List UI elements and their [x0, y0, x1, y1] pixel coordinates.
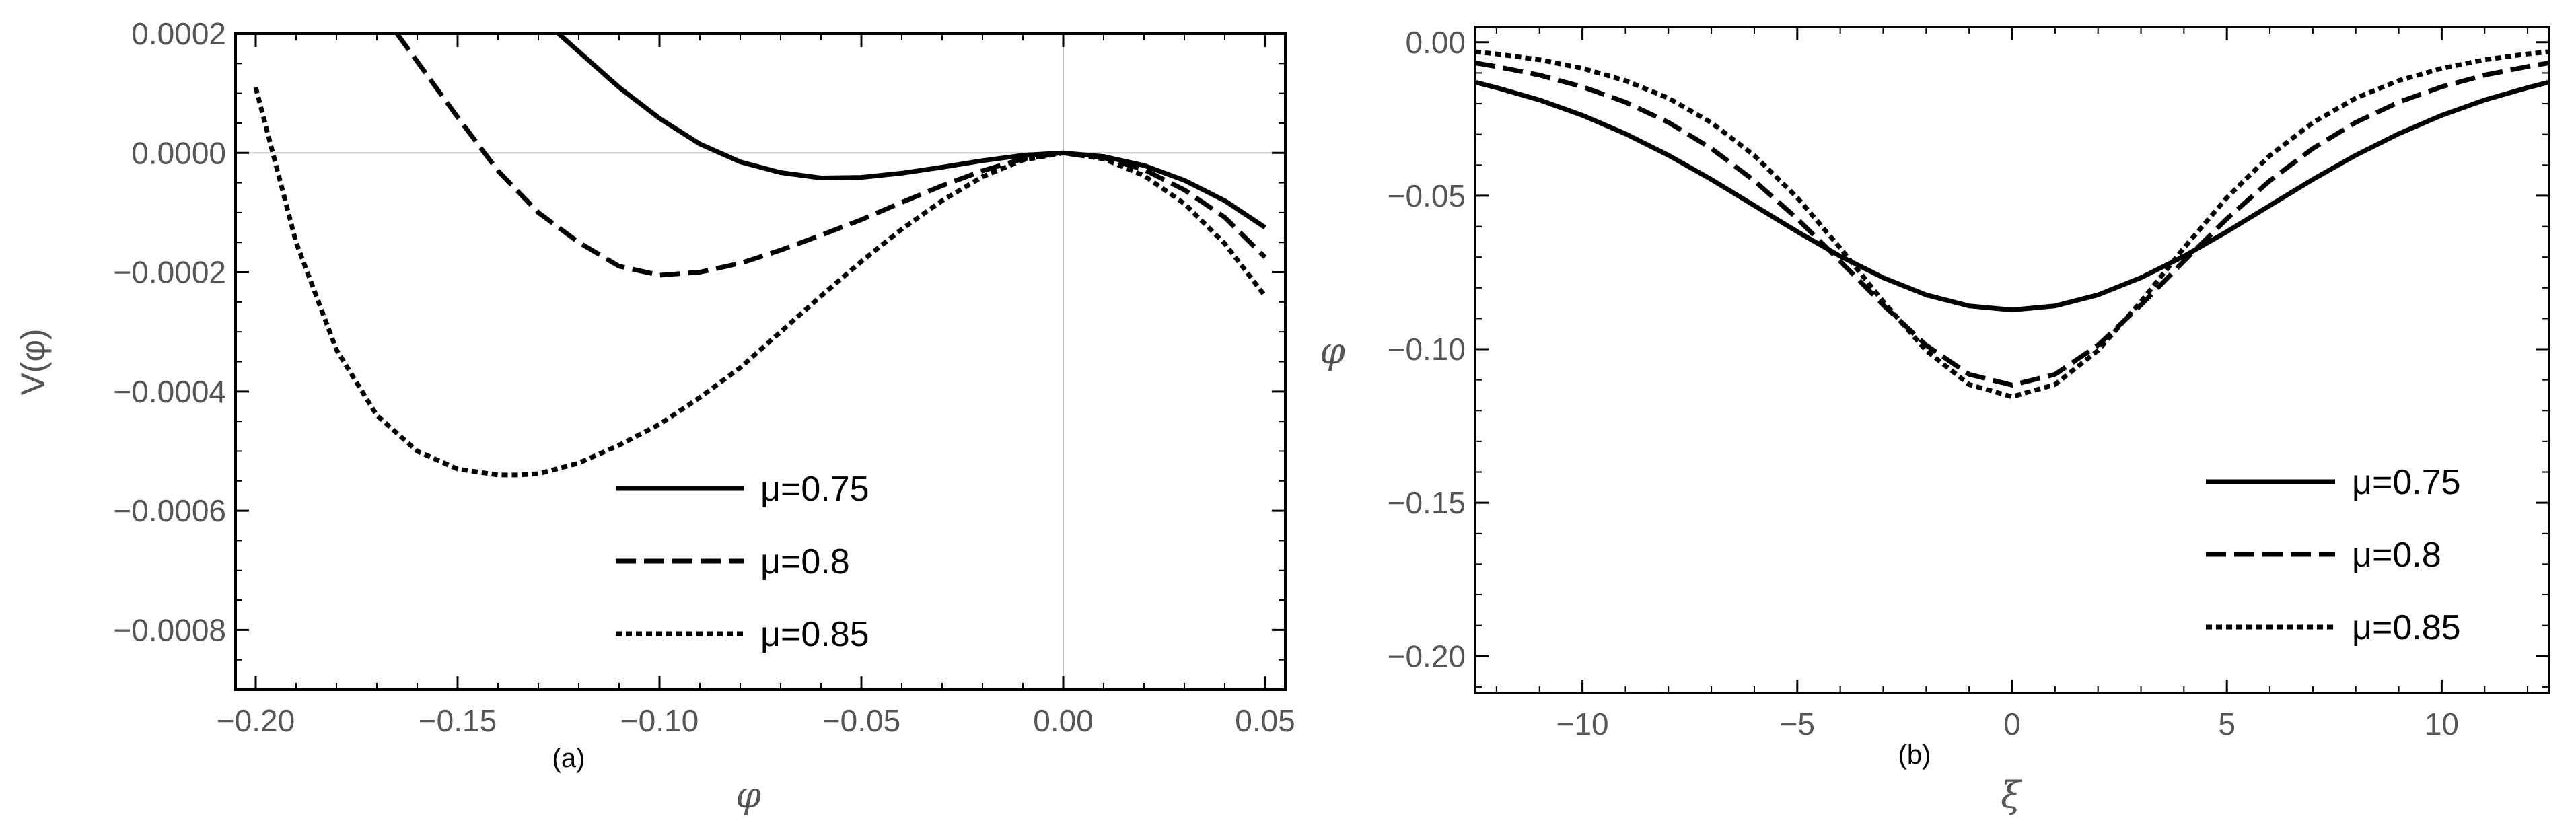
y-tick-label: −0.10 — [1388, 332, 1466, 367]
series-line-dashed — [1475, 60, 2549, 388]
y-tick-label: 0.00 — [1405, 25, 1466, 60]
y-tick-label: 0.0000 — [131, 135, 226, 170]
y-tick-label: −0.20 — [1388, 639, 1466, 674]
legend-entry: μ=0.85 — [760, 615, 869, 654]
y-tick-label: −0.15 — [1388, 485, 1466, 520]
x-tick-label: 0.00 — [1033, 703, 1094, 738]
series-line-solid — [557, 34, 1266, 230]
x-tick-label: −10 — [1557, 706, 1609, 741]
y-tick-label: −0.0002 — [113, 255, 226, 290]
x-tick-label: 5 — [2218, 706, 2235, 741]
panel-0-frame — [234, 32, 1287, 691]
legend-entry: μ=0.75 — [760, 470, 869, 509]
x-tick-label: −0.20 — [217, 703, 295, 738]
series-line-solid — [1475, 79, 2549, 313]
x-axis-title: φ — [736, 774, 761, 816]
legend-entry: μ=0.75 — [2352, 463, 2461, 502]
x-tick-label: 0 — [2003, 706, 2021, 741]
panel-label: (a) — [552, 743, 585, 773]
y-tick-label: −0.0006 — [113, 493, 226, 528]
legend-entry: μ=0.8 — [2352, 536, 2441, 575]
panel-1-series-group — [1475, 49, 2549, 400]
x-tick-label: −0.05 — [822, 703, 900, 738]
panel-1-frame — [1474, 26, 2550, 694]
x-axis-title: ξ — [2001, 774, 2022, 816]
series-line-dotted — [253, 86, 1267, 478]
panel-label: (b) — [1898, 740, 1931, 770]
y-tick-label: −0.05 — [1388, 178, 1466, 213]
y-tick-label: 0.0002 — [131, 16, 226, 51]
x-tick-label: −0.15 — [419, 703, 497, 738]
series-line-dashed — [395, 34, 1267, 278]
panel-0-series-group — [253, 34, 1267, 478]
x-tick-label: −0.10 — [620, 703, 699, 738]
x-tick-label: 10 — [2425, 706, 2459, 741]
legend-entry: μ=0.8 — [760, 542, 850, 581]
y-tick-label: −0.0008 — [113, 612, 226, 647]
x-tick-label: 0.05 — [1235, 703, 1295, 738]
y-tick-label: −0.0004 — [113, 374, 226, 409]
series-line-dotted — [1475, 49, 2549, 400]
x-tick-label: −5 — [1780, 706, 1815, 741]
legend-entry: μ=0.85 — [2352, 608, 2461, 647]
y-axis-title: V(φ) — [14, 328, 52, 395]
y-axis-title: φ — [1320, 330, 1345, 372]
